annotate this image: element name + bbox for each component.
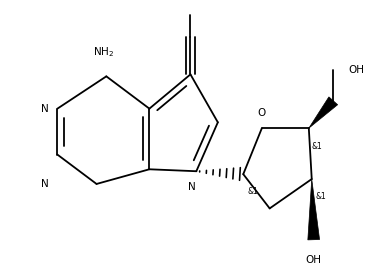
Text: NH$_2$: NH$_2$ [93,45,114,59]
Text: N: N [187,182,195,192]
Text: OH: OH [348,64,364,75]
Text: O: O [258,108,266,118]
Text: &1: &1 [315,192,326,201]
Text: &1: &1 [312,142,322,151]
Polygon shape [309,97,338,128]
Text: N: N [41,104,49,114]
Text: &1: &1 [247,187,258,196]
Text: N: N [41,179,49,189]
Polygon shape [308,179,320,240]
Text: OH: OH [306,255,322,265]
